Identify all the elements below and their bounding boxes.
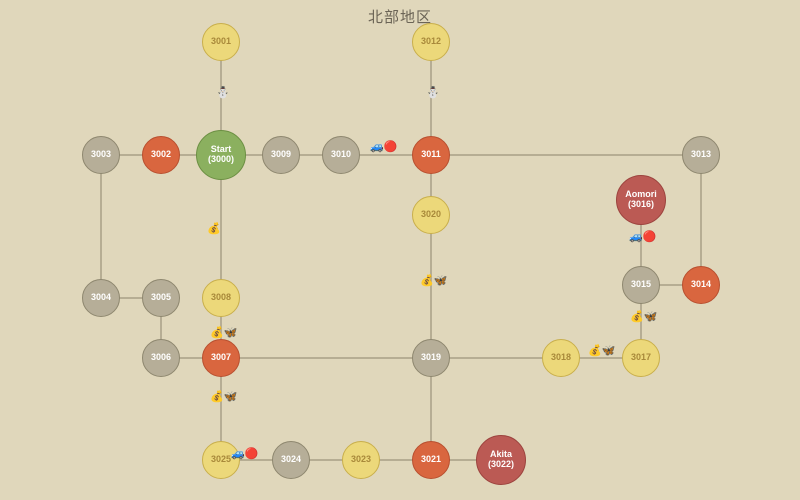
node-3021[interactable]: 3021 [412, 441, 450, 479]
node-3010[interactable]: 3010 [322, 136, 360, 174]
node-3014[interactable]: 3014 [682, 266, 720, 304]
node-3003[interactable]: 3003 [82, 136, 120, 174]
node-3001[interactable]: 3001 [202, 23, 240, 61]
node-3024[interactable]: 3024 [272, 441, 310, 479]
node-3005[interactable]: 3005 [142, 279, 180, 317]
car-ball-icon: 🚙🔴 [629, 232, 656, 243]
car-ball-icon: 🚙🔴 [370, 142, 397, 153]
node-3009[interactable]: 3009 [262, 136, 300, 174]
car-ball-icon: 🚙🔴 [231, 449, 258, 460]
node-3008[interactable]: 3008 [202, 279, 240, 317]
edge-layer [0, 0, 800, 500]
node-3017[interactable]: 3017 [622, 339, 660, 377]
node-3018[interactable]: 3018 [542, 339, 580, 377]
node-3015[interactable]: 3015 [622, 266, 660, 304]
snowman-icon: ⛄ [216, 88, 230, 99]
bag-icon: 💰 [207, 224, 221, 235]
node-3000[interactable]: Start (3000) [196, 130, 246, 180]
node-3013[interactable]: 3013 [682, 136, 720, 174]
node-3011[interactable]: 3011 [412, 136, 450, 174]
node-3023[interactable]: 3023 [342, 441, 380, 479]
node-3004[interactable]: 3004 [82, 279, 120, 317]
node-3025[interactable]: 3025 [202, 441, 240, 479]
bag-butterfly-icon: 💰🦋 [210, 328, 237, 339]
bag-butterfly-icon: 💰🦋 [588, 346, 615, 357]
node-3022[interactable]: Akita (3022) [476, 435, 526, 485]
node-3007[interactable]: 3007 [202, 339, 240, 377]
node-3016[interactable]: Aomori (3016) [616, 175, 666, 225]
node-3020[interactable]: 3020 [412, 196, 450, 234]
node-3012[interactable]: 3012 [412, 23, 450, 61]
bag-butterfly-icon: 💰🦋 [630, 312, 657, 323]
snowman-icon: ⛄ [426, 88, 440, 99]
bag-butterfly-icon: 💰🦋 [420, 276, 447, 287]
map-canvas: 北部地区 Start (3000)30013002300330043005300… [0, 0, 800, 500]
bag-butterfly-icon: 💰🦋 [210, 392, 237, 403]
node-3019[interactable]: 3019 [412, 339, 450, 377]
node-3006[interactable]: 3006 [142, 339, 180, 377]
node-3002[interactable]: 3002 [142, 136, 180, 174]
